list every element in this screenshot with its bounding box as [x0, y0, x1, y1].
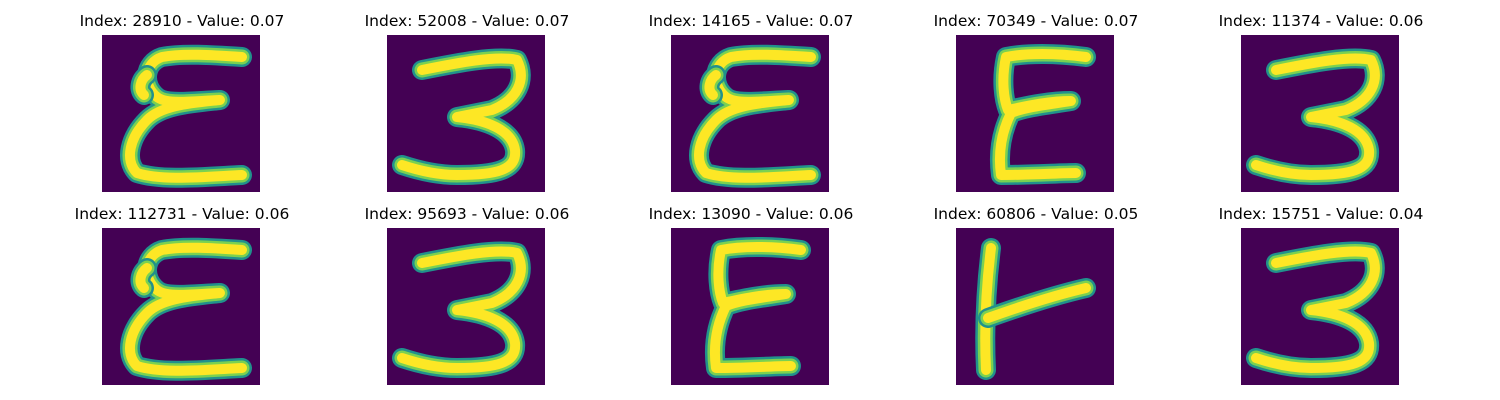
panel-title: Index: 95693 - Value: 0.06: [364, 205, 570, 223]
digit-image: [102, 35, 260, 192]
glyph-stroke: [709, 242, 806, 373]
digit-image-canvas: [387, 228, 545, 385]
glyph-stroke: [1251, 246, 1380, 373]
glyph-stroke: [397, 53, 526, 180]
digit-image-canvas: [956, 228, 1114, 385]
glyph-stroke: [125, 242, 247, 376]
digit-image: [1241, 35, 1399, 192]
digit-image-canvas: [1241, 228, 1399, 385]
digit-image-canvas: [1241, 35, 1399, 192]
digit-image-canvas: [671, 35, 829, 192]
digit-image: [671, 228, 829, 385]
glyph-stroke: [983, 283, 1091, 323]
panel-title: Index: 13090 - Value: 0.06: [648, 205, 854, 223]
glyph-stroke: [694, 49, 816, 183]
digit-image: [956, 35, 1114, 192]
digit-image-canvas: [956, 35, 1114, 192]
panel-title: Index: 112731 - Value: 0.06: [74, 205, 290, 223]
glyph-stroke: [704, 70, 721, 100]
digit-image: [1241, 228, 1399, 385]
panel-title: Index: 28910 - Value: 0.07: [79, 12, 285, 30]
digit-image: [956, 228, 1114, 385]
digit-image: [102, 228, 260, 385]
glyph-stroke: [125, 49, 247, 183]
digit-image: [671, 35, 829, 192]
panel-title: Index: 15751 - Value: 0.04: [1218, 205, 1424, 223]
glyph-stroke: [994, 49, 1091, 180]
panel-title: Index: 11374 - Value: 0.06: [1218, 12, 1424, 30]
digit-image: [387, 35, 545, 192]
glyph-stroke: [135, 263, 152, 293]
digit-image-canvas: [387, 35, 545, 192]
digit-image: [387, 228, 545, 385]
glyph-stroke: [135, 70, 152, 100]
panel-title: Index: 14165 - Value: 0.07: [648, 12, 854, 30]
digit-image-canvas: [671, 228, 829, 385]
glyph-stroke: [1251, 53, 1380, 180]
panel-title: Index: 60806 - Value: 0.05: [933, 205, 1139, 223]
glyph-stroke: [397, 246, 526, 373]
digit-image-canvas: [102, 35, 260, 192]
panel-title: Index: 70349 - Value: 0.07: [933, 12, 1139, 30]
panel-title: Index: 52008 - Value: 0.07: [364, 12, 570, 30]
digit-image-canvas: [102, 228, 260, 385]
